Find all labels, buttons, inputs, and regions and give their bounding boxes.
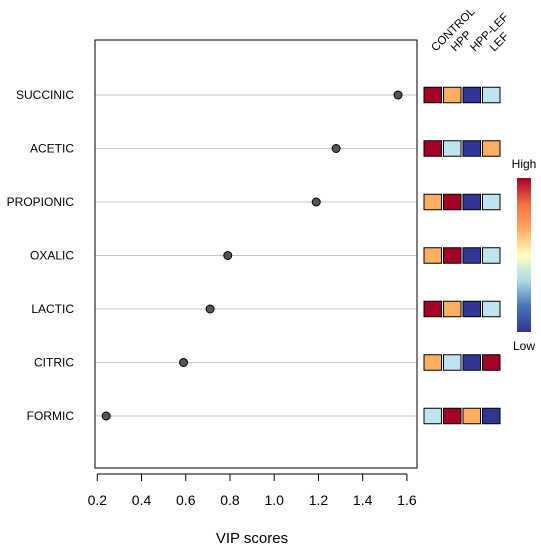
category-label: PROPIONIC <box>7 195 75 209</box>
data-point <box>223 251 233 260</box>
data-points <box>101 90 403 421</box>
heatmap-cell <box>443 407 462 425</box>
x-tick-label: 0.2 <box>88 492 108 508</box>
heatmap-cell <box>462 300 481 318</box>
heatmap-cell <box>462 86 481 104</box>
heatmap-cell <box>443 354 462 371</box>
heatmap-cell <box>443 247 462 264</box>
legend-high-label: High <box>512 157 537 171</box>
heatmap-cell <box>482 354 501 371</box>
heatmap-cell <box>462 193 481 211</box>
x-tick-label: 0.4 <box>132 492 152 508</box>
heatmap-cell <box>443 193 462 211</box>
x-axis: 0.2 0.4 0.6 0.8 1.0 1.2 1.4 1.6 <box>88 473 417 508</box>
heatmap-cells <box>423 86 501 425</box>
heatmap-cell <box>482 300 501 318</box>
heatmap-cell <box>423 86 442 104</box>
heatmap-cell <box>423 247 442 264</box>
category-label: FORMIC <box>27 409 75 423</box>
data-point <box>393 90 403 100</box>
heatmap-cell <box>462 354 481 371</box>
heatmap-cell <box>443 86 462 104</box>
data-point <box>205 304 215 314</box>
category-label: LACTIC <box>31 302 74 316</box>
heatmap-cell <box>462 140 481 157</box>
heatmap-cell <box>482 247 501 264</box>
heatmap-cell <box>423 300 442 318</box>
heatmap-cell <box>482 140 501 157</box>
x-tick-label: 1.6 <box>397 492 417 508</box>
category-label: OXALIC <box>30 249 74 263</box>
data-point <box>311 197 321 207</box>
heatmap-cell <box>482 193 501 211</box>
data-point <box>179 358 189 367</box>
category-label: SUCCINIC <box>16 88 74 102</box>
heatmap-cell <box>462 407 481 425</box>
color-legend: High Low <box>512 157 537 353</box>
heatmap-cell <box>462 247 481 264</box>
heatmap-cell <box>423 193 442 211</box>
category-label: ACETIC <box>30 142 74 156</box>
x-tick-label: 0.6 <box>176 492 196 508</box>
x-axis-title: VIP scores <box>216 530 288 547</box>
category-label: CITRIC <box>34 356 74 370</box>
grid-lines <box>95 94 417 417</box>
heatmap-cell <box>443 300 462 318</box>
category-labels: SUCCINIC ACETIC PROPIONIC OXALIC LACTIC CITRI… <box>7 88 75 423</box>
legend-low-label: Low <box>513 339 535 353</box>
plot-frame <box>94 39 418 469</box>
x-tick-label: 1.0 <box>264 492 284 508</box>
x-tick-label: 1.2 <box>309 492 329 508</box>
data-point <box>101 411 111 421</box>
heatmap-cell <box>423 354 442 371</box>
heatmap-cell <box>423 407 442 425</box>
heatmap-cell <box>423 140 442 157</box>
heatmap-cell <box>482 407 501 425</box>
x-tick-label: 1.4 <box>353 492 373 508</box>
heatmap-cell <box>482 86 501 104</box>
data-point <box>331 144 341 153</box>
legend-gradient-bar <box>517 178 531 332</box>
x-tick-label: 0.8 <box>220 492 240 508</box>
heatmap-cell <box>443 140 462 157</box>
